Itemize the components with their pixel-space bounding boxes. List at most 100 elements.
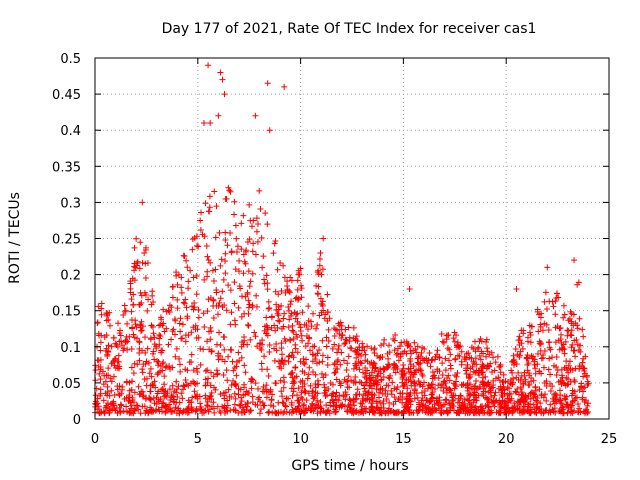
data-point	[315, 271, 322, 278]
data-point	[557, 325, 564, 332]
data-point	[426, 350, 433, 357]
y-tick-label: 0.5	[60, 52, 81, 67]
data-point	[106, 309, 113, 316]
data-point	[434, 347, 441, 354]
data-point	[369, 407, 376, 414]
data-point	[142, 246, 149, 253]
data-point	[414, 410, 421, 417]
data-point	[414, 343, 421, 350]
data-point	[416, 403, 423, 410]
data-point	[329, 345, 336, 352]
data-point	[195, 306, 202, 313]
data-point	[353, 333, 360, 340]
data-point	[194, 392, 201, 399]
data-point	[408, 378, 415, 385]
data-point	[383, 395, 390, 402]
data-point	[567, 366, 574, 373]
data-point	[497, 361, 504, 368]
data-point	[276, 363, 283, 370]
data-point	[254, 238, 261, 245]
data-point	[563, 358, 570, 365]
data-point	[129, 394, 136, 401]
data-point	[131, 267, 138, 274]
data-point	[333, 376, 340, 383]
data-point	[350, 324, 357, 331]
data-point	[201, 276, 208, 283]
data-point	[217, 69, 224, 76]
data-point	[114, 320, 121, 327]
data-point	[130, 331, 137, 338]
data-point	[222, 250, 229, 257]
data-point	[192, 393, 199, 400]
data-point	[442, 397, 449, 404]
data-point	[461, 396, 468, 403]
data-point	[343, 378, 350, 385]
data-point	[213, 302, 220, 309]
data-point	[483, 338, 490, 345]
data-point	[492, 389, 499, 396]
data-point	[231, 390, 238, 397]
data-point	[520, 327, 527, 334]
data-point	[137, 289, 144, 296]
data-point	[373, 378, 380, 385]
data-point	[470, 368, 477, 375]
data-point	[324, 354, 331, 361]
data-point	[363, 375, 370, 382]
data-point	[490, 397, 497, 404]
data-point	[449, 397, 456, 404]
data-point	[286, 336, 293, 343]
data-point	[293, 331, 300, 338]
data-point	[205, 62, 212, 69]
data-point	[262, 210, 269, 217]
data-point	[394, 384, 401, 391]
data-point	[518, 340, 525, 347]
data-point	[174, 296, 181, 303]
data-point	[543, 397, 550, 404]
data-point	[508, 367, 515, 374]
data-point	[334, 327, 341, 334]
data-point	[427, 363, 434, 370]
y-axis-label: ROTI / TECUs	[7, 192, 23, 284]
data-point	[154, 362, 161, 369]
data-point	[153, 394, 160, 401]
data-point	[232, 395, 239, 402]
data-point	[255, 385, 262, 392]
data-point	[507, 380, 514, 387]
data-point	[287, 301, 294, 308]
data-point	[147, 388, 154, 395]
data-point	[561, 311, 568, 318]
data-point	[163, 363, 170, 370]
data-point	[557, 397, 564, 404]
data-point	[178, 289, 185, 296]
data-point	[173, 399, 180, 406]
data-point	[391, 361, 398, 368]
data-point	[447, 351, 454, 358]
data-point	[286, 316, 293, 323]
data-point	[413, 349, 420, 356]
data-point	[324, 408, 331, 415]
data-point	[260, 253, 267, 260]
data-point	[445, 332, 452, 339]
data-point	[177, 328, 184, 335]
data-point	[241, 381, 248, 388]
data-point	[490, 354, 497, 361]
data-point	[204, 402, 211, 409]
data-point	[310, 395, 317, 402]
data-point	[415, 378, 422, 385]
data-point	[301, 361, 308, 368]
data-point	[174, 305, 181, 312]
data-point	[358, 379, 365, 386]
data-point	[208, 389, 215, 396]
data-point	[335, 320, 342, 327]
data-point	[284, 286, 291, 293]
data-point	[404, 385, 411, 392]
data-point	[225, 282, 232, 289]
data-point	[188, 351, 195, 358]
data-point	[257, 340, 264, 347]
data-point	[451, 385, 458, 392]
data-point	[133, 324, 140, 331]
data-point	[438, 407, 445, 414]
data-point	[138, 327, 145, 334]
data-point	[131, 244, 138, 251]
data-point	[204, 367, 211, 374]
